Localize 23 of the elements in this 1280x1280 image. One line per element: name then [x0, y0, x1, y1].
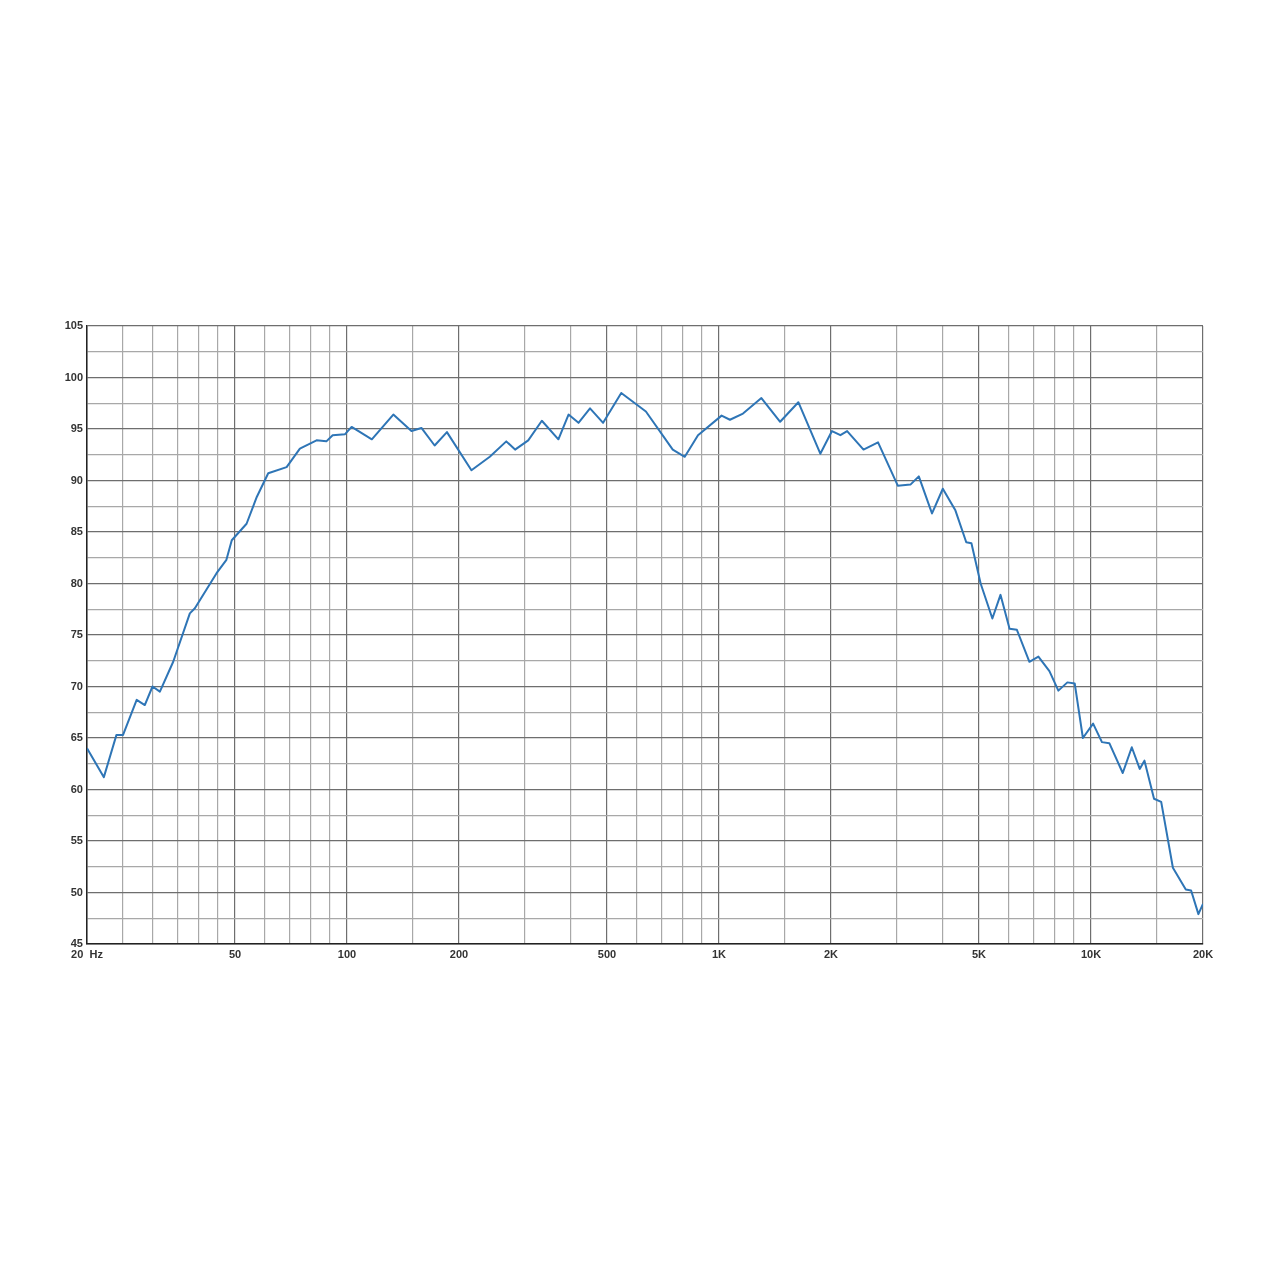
y-tick-label: 60	[70, 782, 83, 795]
y-tick-label: 50	[70, 885, 83, 898]
x-tick-label: 500	[597, 947, 617, 960]
x-tick-label: 2K	[823, 947, 839, 960]
x-tick-label: 20K	[1192, 947, 1214, 960]
y-tick-label: 45	[70, 937, 83, 950]
y-tick-label: 90	[70, 473, 83, 486]
y-tick-label: 85	[70, 525, 83, 538]
x-tick-label: 100	[337, 947, 357, 960]
y-tick-label: 65	[70, 731, 83, 744]
x-tick-label: 5K	[972, 947, 987, 960]
y-tick-label: 80	[70, 576, 83, 589]
y-tick-label: 55	[70, 834, 83, 847]
x-tick-label: 50	[228, 947, 242, 960]
y-tick-label: 100	[64, 370, 83, 383]
x-tick-label: 200	[449, 947, 469, 960]
y-tick-label: 70	[70, 679, 83, 692]
y-tick-label: 105	[64, 319, 83, 332]
y-tick-label: 75	[70, 628, 83, 641]
x-tick-label: 10K	[1080, 947, 1102, 960]
x-tick-label: 1K	[711, 947, 727, 960]
y-tick-label: 95	[70, 422, 83, 435]
x-tick-label: 20 Hz	[71, 947, 104, 960]
